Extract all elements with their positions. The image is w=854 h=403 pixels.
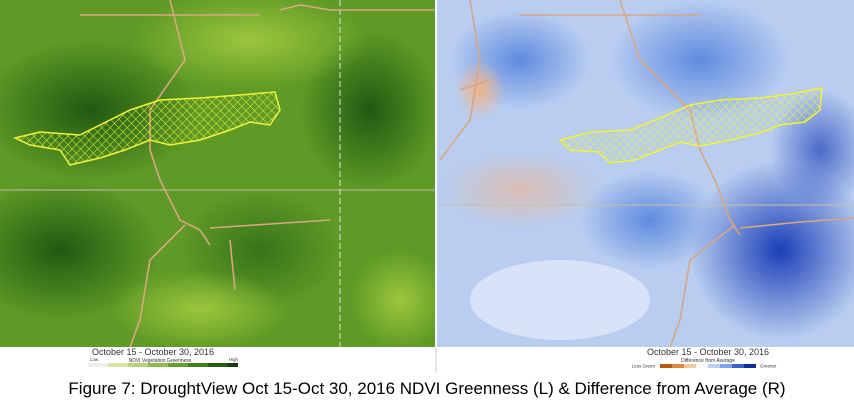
legend-high: Greener — [760, 364, 777, 369]
legend-title: NDVI Vegetation Greenness — [129, 358, 192, 364]
legend-title: Difference from Average — [681, 358, 735, 364]
difference-map — [437, 0, 854, 347]
date-range: October 15 - October 30, 2016 — [92, 347, 214, 357]
ndvi-map — [0, 0, 435, 347]
ndvi-colorbar — [88, 363, 238, 367]
date-range: October 15 - October 30, 2016 — [647, 347, 769, 357]
legend-low: Less Green — [632, 364, 656, 369]
difference-colorbar — [660, 364, 756, 368]
legend-high: High — [229, 357, 239, 362]
legend-low: Low — [90, 357, 99, 362]
caption: Figure 7: DroughtView Oct 15-Oct 30, 201… — [68, 379, 785, 398]
